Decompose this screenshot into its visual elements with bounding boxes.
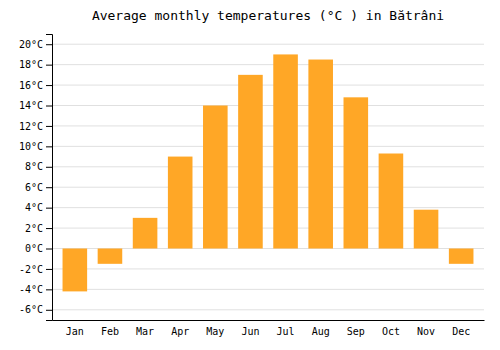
tick: 0°C [25,243,52,254]
bar [379,154,404,249]
tick-mark [46,65,52,66]
tick-mark [46,208,52,209]
grid-line [52,146,484,147]
tick-label: 16°C [19,80,43,91]
tick-label: Nov [417,326,435,337]
tick: Aug [312,326,330,337]
tick-mark [46,310,52,311]
tick: Nov [417,326,435,337]
tick: Oct [382,326,400,337]
tick-label: Jan [66,326,84,337]
tick: Jun [241,326,259,337]
tick: 6°C [25,182,52,193]
grid-line [52,207,484,208]
tick: 16°C [19,80,52,91]
tick-mark [46,249,52,250]
tick-label: 14°C [19,100,43,111]
tick-label: 4°C [25,202,43,213]
tick: 18°C [19,59,52,70]
grid-line [52,268,484,269]
tick: 20°C [19,39,52,50]
y-axis: -6°C -4°C -2°C 0°C 2°C 4°C 6°C 8°C 10°C 12°C 14°C 1… [19,35,53,321]
bar [203,106,228,249]
tick-label: Jul [277,326,295,337]
tick-label: 2°C [25,223,43,234]
bar [133,218,158,249]
tick-label: Feb [101,326,119,337]
plot: -6°C -4°C -2°C 0°C 2°C 4°C 6°C 8°C 10°C 12°C 14°C 1… [19,35,485,338]
grid-line [52,309,484,310]
tick-label: 12°C [19,121,43,132]
tick: 12°C [19,121,52,132]
bar [308,60,333,249]
tick: 2°C [25,223,52,234]
axis-line [46,35,53,321]
title: Average monthly temperatures (°C ) in Bă… [92,8,444,23]
bar [98,249,123,264]
tick-label: Apr [171,326,189,337]
tick: Feb [101,326,119,337]
tick-mark [46,146,52,147]
bar [344,97,369,248]
bar [449,249,474,264]
tick-label: 10°C [19,141,43,152]
tick: 10°C [19,141,52,152]
tick-label: Oct [382,326,400,337]
axis-line [53,320,485,321]
bars [63,54,474,291]
tick: Sep [347,326,365,337]
tick-label: Jun [241,326,259,337]
x-axis: Jan Feb Mar Apr May Jun Jul Aug Sep Oct Nov Dec [53,321,485,338]
tick: Mar [136,326,154,337]
tick-mark [46,44,52,45]
grid-line [52,44,484,45]
tick: -2°C [19,264,52,275]
tick: -6°C [19,304,52,315]
tick-label: Sep [347,326,365,337]
tick-mark [46,269,52,270]
tick-label: Mar [136,326,154,337]
grid-line [52,125,484,126]
grid-line [52,289,484,290]
tick-label: 18°C [19,59,43,70]
chart: -6°C -4°C -2°C 0°C 2°C 4°C 6°C 8°C 10°C 12°C 14°C 1… [0,0,500,350]
tick: 4°C [25,202,52,213]
tick-label: -4°C [19,284,43,295]
bar [238,75,263,249]
tick-label: Aug [312,326,330,337]
tick: -4°C [19,284,52,295]
grid-line [52,85,484,86]
tick-mark [46,228,52,229]
tick-label: 6°C [25,182,43,193]
bar [414,210,439,249]
tick-label: -2°C [19,264,43,275]
tick: 8°C [25,161,52,172]
tick: 14°C [19,100,52,111]
tick: Dec [452,326,470,337]
tick: Jan [66,326,84,337]
tick-mark [46,85,52,86]
tick-label: 20°C [19,39,43,50]
tick-mark [46,187,52,188]
grid-line [52,105,484,106]
tick-mark [46,289,52,290]
tick-mark [46,167,52,168]
tick-mark [46,126,52,127]
tick-label: -6°C [19,304,43,315]
tick-label: May [206,326,224,337]
tick: Jul [277,326,295,337]
tick-label: Dec [452,326,470,337]
grid-line [52,166,484,167]
tick-label: 8°C [25,161,43,172]
bar [168,157,193,249]
bar [63,249,88,292]
grid-line [52,187,484,188]
tick: May [206,326,224,337]
tick-label: 0°C [25,243,43,254]
tick: Apr [171,326,189,337]
grid-line [52,64,484,65]
bar [273,54,298,248]
tick-mark [46,106,52,107]
grid [52,44,484,310]
